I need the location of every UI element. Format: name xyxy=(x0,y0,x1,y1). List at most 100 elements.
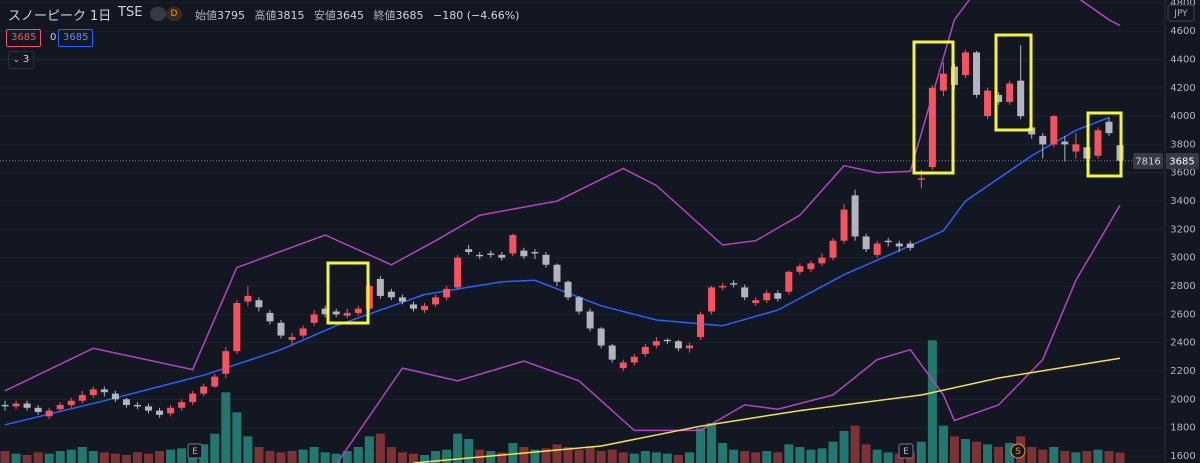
candle-body xyxy=(652,341,660,346)
buy-button[interactable]: 3685 xyxy=(58,29,94,47)
indicator-count[interactable]: 3 xyxy=(22,54,30,65)
volume-bar xyxy=(795,447,805,463)
candle-body xyxy=(1061,141,1069,145)
volume-bar xyxy=(960,439,970,463)
spread: 0 xyxy=(50,32,57,43)
candle-body xyxy=(387,291,395,298)
highlight-box xyxy=(326,261,370,325)
candle-body xyxy=(100,389,108,393)
volume-bar xyxy=(442,449,452,463)
chevron[interactable]: ⌄ xyxy=(13,55,20,64)
candle-body xyxy=(884,240,892,243)
volume-bar xyxy=(1060,451,1070,463)
candle-body xyxy=(520,250,528,257)
candle-body xyxy=(1050,116,1058,145)
candle-body xyxy=(78,395,86,401)
volume-bar xyxy=(574,449,584,463)
volume-bar xyxy=(618,452,628,463)
currency-box[interactable] xyxy=(1167,4,1195,22)
candle-body xyxy=(995,94,1003,102)
volume-bar xyxy=(751,452,761,463)
status-badge xyxy=(150,7,166,21)
candle-body xyxy=(741,287,749,298)
volume-bar xyxy=(210,433,220,463)
candle-body xyxy=(730,283,738,285)
volume-bar xyxy=(431,451,441,463)
candle-body xyxy=(476,254,484,257)
candles xyxy=(1,45,1124,420)
candle-body xyxy=(465,249,473,253)
volume-bar xyxy=(651,452,661,463)
candle-body xyxy=(862,236,870,250)
indicator-line xyxy=(336,204,1121,463)
event-label[interactable]: E xyxy=(903,447,909,457)
currency[interactable]: JPY xyxy=(1173,9,1188,19)
candle-body xyxy=(244,295,252,302)
candle-body xyxy=(564,281,572,298)
volume-bar xyxy=(784,444,794,463)
volume-bar xyxy=(420,455,430,463)
candle-body xyxy=(1072,144,1080,152)
volume-bar xyxy=(629,453,639,463)
indicators xyxy=(4,0,1121,463)
volume-bar xyxy=(839,431,849,463)
volume-bar xyxy=(110,453,120,463)
volume-bar xyxy=(397,452,407,463)
candle-body xyxy=(200,386,208,394)
sell-button[interactable]: 3685 xyxy=(6,29,42,47)
candle-body xyxy=(67,400,75,405)
candle-body xyxy=(45,410,53,417)
event-badge xyxy=(1010,443,1026,459)
volume-bar xyxy=(1049,447,1059,463)
candle-body xyxy=(432,297,440,305)
indicator-line xyxy=(4,0,1121,392)
volume-bar xyxy=(883,452,893,463)
candle-body xyxy=(1039,135,1047,145)
event-label[interactable]: S xyxy=(1015,447,1021,457)
y-tick-label: 3000 xyxy=(1170,253,1195,264)
candle-body xyxy=(23,403,31,408)
ohlc-label: 高値 xyxy=(254,9,277,22)
candle-body xyxy=(873,243,881,255)
y-tick-label: 2600 xyxy=(1170,309,1195,320)
volume-bar xyxy=(949,436,959,463)
symbol-name[interactable]: スノーピーク xyxy=(8,9,87,24)
volume-bar xyxy=(99,452,109,463)
ohlc-label: 終値 xyxy=(373,9,396,22)
volume-bar xyxy=(497,452,507,463)
indicator-toggle[interactable]: ⌄ 3 xyxy=(8,51,35,69)
volume-bar xyxy=(916,441,926,463)
candle-body xyxy=(961,52,969,76)
volume-bar xyxy=(729,449,739,463)
y-tick-label: 3400 xyxy=(1170,196,1195,207)
candle-body xyxy=(796,266,804,272)
volume-bar xyxy=(861,444,871,463)
candle-body xyxy=(774,293,782,299)
y-tick-label: 2800 xyxy=(1170,281,1195,292)
candle-body xyxy=(133,404,141,407)
volume-bar xyxy=(1104,451,1114,463)
interval[interactable]: 1日 xyxy=(90,9,112,24)
indicator-line xyxy=(4,116,1110,426)
volume-bar xyxy=(155,451,165,463)
candle-body xyxy=(752,300,760,304)
candle-body xyxy=(211,376,219,387)
volume-bar xyxy=(1027,447,1037,463)
volume-bar xyxy=(453,433,463,463)
y-tick-label: 1600 xyxy=(1170,451,1195,462)
candle-body xyxy=(586,311,594,329)
volume-bar xyxy=(0,451,10,463)
volume-bar xyxy=(276,452,286,463)
volume-bar xyxy=(254,447,264,463)
ohlc-label: 安値 xyxy=(314,9,336,22)
ohlc-legend: 始値3795 高値3815 安値3645 終値3685 −180 (−4.66%… xyxy=(195,7,525,23)
volume-bar xyxy=(1071,452,1081,463)
candle-body xyxy=(56,404,64,410)
event-label[interactable]: E xyxy=(192,447,198,457)
candle-body xyxy=(1017,80,1025,117)
candle-body xyxy=(906,243,914,248)
volume-bar xyxy=(464,439,474,463)
candle-body xyxy=(895,243,903,247)
candle-body xyxy=(487,253,495,255)
